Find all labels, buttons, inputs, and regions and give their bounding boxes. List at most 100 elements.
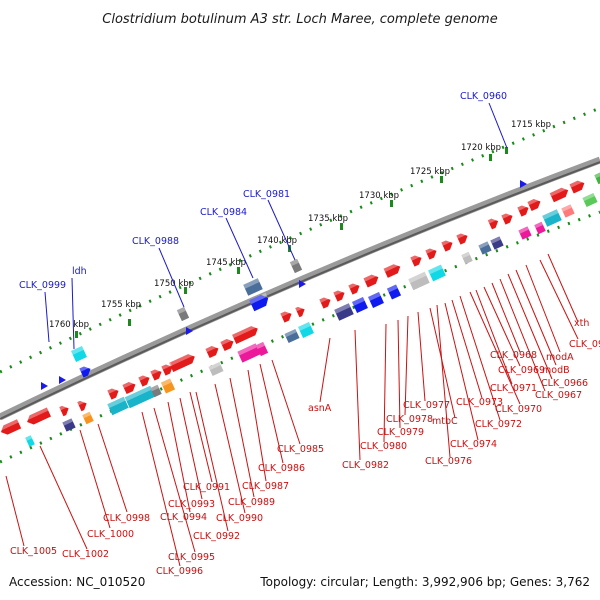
- label-leader-line: [5, 475, 25, 547]
- gene-label-bottom: CLK_0985: [277, 444, 324, 455]
- gene-feature-forward: [410, 253, 422, 267]
- gene-feature-forward: [220, 336, 234, 352]
- gene-feature-forward-highlight: [386, 284, 398, 293]
- kbp-tick-label: 1730 kbp: [359, 191, 399, 201]
- gene-feature-forward-shape: [107, 388, 119, 400]
- gene-feature-forward-shape: [501, 213, 513, 225]
- gene-feature-forward-shape: [425, 248, 437, 260]
- label-leader-line: [229, 377, 255, 498]
- gene-feature-forward: [425, 246, 437, 260]
- gene-feature-forward-shape: [441, 240, 453, 252]
- scale-tick-mark: [390, 200, 393, 207]
- gene-feature-forward: [25, 407, 51, 425]
- gene-feature-forward: [122, 379, 136, 395]
- gene-feature-forward: [333, 288, 345, 302]
- gene-label-bottom: xth: [574, 318, 589, 329]
- scale-tick-mark: [237, 267, 240, 274]
- label-leader-line: [488, 102, 508, 149]
- gene-label-bottom: CLK_0998: [103, 513, 150, 524]
- gene-feature-forward: [138, 373, 150, 387]
- gene-feature-forward: [461, 251, 473, 265]
- gene-feature-forward-shape: [490, 236, 504, 250]
- gene-feature-forward: [208, 361, 224, 377]
- gene-feature-forward: [517, 203, 529, 217]
- gene-label-bottom: CLK_0995: [168, 552, 215, 563]
- gene-feature-forward: [408, 271, 430, 291]
- gene-feature-forward-highlight: [107, 396, 126, 409]
- gene-feature-forward-shape: [107, 396, 129, 416]
- gene-feature-forward-highlight: [0, 419, 19, 431]
- label-leader-line: [189, 391, 213, 483]
- gene-feature-forward-highlight: [232, 324, 258, 339]
- gene-feature-forward: [124, 385, 156, 409]
- gene-feature-forward-highlight: [205, 343, 218, 353]
- gene-feature-forward-highlight: [25, 435, 33, 441]
- gene-feature-reverse: [243, 278, 263, 296]
- label-leader-line: [515, 269, 557, 366]
- gene-feature-forward-shape: [352, 297, 368, 313]
- gene-feature-forward: [284, 328, 300, 344]
- kbp-tick-label: 1740 kbp: [257, 236, 297, 246]
- gene-feature-forward-shape: [160, 378, 176, 394]
- gene-feature-forward: [363, 272, 379, 288]
- label-leader-line: [39, 445, 88, 550]
- gene-feature-forward: [348, 281, 360, 295]
- gene-feature-forward-shape: [298, 322, 314, 338]
- gene-feature-forward-highlight: [352, 297, 365, 306]
- gene-label-bottom: CLK_0977: [403, 400, 450, 411]
- gene-feature-forward-highlight: [333, 288, 344, 296]
- gene-label-top: CLK_0999: [19, 280, 66, 291]
- gene-feature-forward-shape: [122, 382, 136, 395]
- gene-feature-forward-highlight: [582, 192, 595, 202]
- kbp-tick-label: 1755 kbp: [101, 300, 141, 310]
- label-leader-line: [383, 323, 387, 443]
- gene-feature-forward-highlight: [410, 253, 421, 261]
- gene-feature-forward-shape: [594, 171, 600, 185]
- gene-label-top: CLK_0981: [243, 189, 290, 200]
- gene-feature-reverse-highlight: [249, 292, 268, 305]
- gene-feature-forward-shape: [534, 221, 546, 235]
- scale-tick-mark: [184, 287, 187, 294]
- gene-feature-reverse-shape: [71, 346, 87, 362]
- gene-feature-forward-highlight: [408, 271, 427, 284]
- gene-feature-forward-highlight: [284, 328, 297, 338]
- kbp-tick-label: 1715 kbp: [511, 120, 551, 130]
- gene-feature-forward-shape: [295, 306, 305, 318]
- gene-feature-reverse-highlight: [71, 346, 84, 355]
- gene-feature-forward-highlight: [319, 295, 330, 303]
- gene-feature-forward: [280, 309, 292, 323]
- gene-feature-forward-highlight: [122, 379, 135, 389]
- gene-feature-forward-highlight: [441, 238, 452, 246]
- gene-feature-forward: [169, 352, 195, 372]
- label-leader-line: [444, 302, 479, 441]
- label-leader-line: [354, 329, 361, 461]
- label-leader-line: [79, 429, 111, 529]
- gene-feature-forward-highlight: [383, 262, 400, 272]
- gene-feature-forward: [428, 264, 446, 282]
- gene-feature-forward-shape: [410, 255, 422, 267]
- gene-feature-reverse: [249, 292, 269, 312]
- gene-label-bottom: modB: [542, 365, 570, 376]
- gene-feature-forward: [161, 362, 173, 376]
- gene-feature-forward-shape: [386, 284, 402, 300]
- outer-scale-ring: [0, 106, 600, 374]
- gene-features: [0, 147, 600, 447]
- gene-label-bottom: CLK_0970: [495, 404, 542, 415]
- gene-label-bottom: CLK_0978: [386, 414, 433, 425]
- gene-feature-reverse-highlight: [79, 364, 90, 372]
- gene-feature-forward-shape: [527, 199, 541, 212]
- gene-feature-forward-shape: [478, 241, 492, 255]
- gene-label-bottom: CLK_0991: [183, 482, 230, 493]
- label-leader-line: [319, 337, 331, 403]
- label-leader-line: [153, 407, 196, 553]
- gene-feature-forward: [82, 411, 94, 425]
- gene-feature-forward-highlight: [518, 226, 529, 234]
- gene-feature-forward-shape: [518, 226, 532, 240]
- map-title: Clostridium botulinum A3 str. Loch Maree…: [102, 12, 497, 27]
- gene-feature-forward: [549, 185, 569, 203]
- label-leader-line: [429, 307, 456, 419]
- gene-feature-reverse-shape: [176, 306, 190, 322]
- gene-feature-forward-highlight: [107, 386, 118, 394]
- gene-feature-forward-highlight: [348, 281, 359, 289]
- accession-text: Accession: NC_010520: [9, 575, 145, 589]
